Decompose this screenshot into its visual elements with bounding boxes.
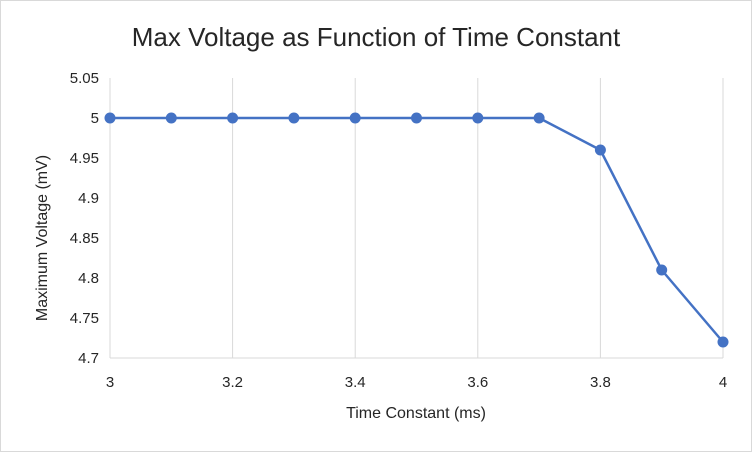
series-line: [110, 116, 724, 343]
x-tick-label: 3.4: [345, 374, 366, 391]
x-tick-label: 3.8: [590, 374, 611, 391]
y-tick-label: 4.95: [70, 150, 99, 167]
y-tick-label: 4.9: [78, 190, 99, 207]
x-tick-label: 3.2: [222, 374, 243, 391]
x-axis-label: Time Constant (ms): [346, 405, 486, 422]
data-point: [533, 112, 545, 124]
y-tick-label: 5.05: [70, 70, 99, 87]
data-point: [717, 336, 729, 348]
data-point: [472, 112, 484, 124]
y-tick-label: 4.85: [70, 230, 99, 247]
y-tick-labels: 5.05 5 4.95 4.9 4.85 4.8 4.75 4.7: [70, 70, 99, 367]
x-tick-label: 4: [719, 374, 727, 391]
data-point: [594, 144, 606, 156]
data-point: [656, 264, 668, 276]
chart-title: Max Voltage as Function of Time Constant: [132, 22, 621, 52]
y-tick-label: 4.7: [78, 350, 99, 367]
series-group: [104, 112, 729, 348]
data-point: [165, 112, 177, 124]
x-tick-label: 3: [106, 374, 114, 391]
x-tick-labels: 3 3.2 3.4 3.6 3.8 4: [106, 374, 727, 391]
data-point: [227, 112, 239, 124]
y-tick-label: 4.75: [70, 310, 99, 327]
data-point: [349, 112, 361, 124]
data-point: [104, 112, 116, 124]
gridlines: [109, 78, 724, 358]
x-tick-label: 3.6: [467, 374, 488, 391]
data-point: [411, 112, 422, 124]
data-point: [288, 112, 300, 124]
y-axis-label: Maximum Voltage (mV): [34, 155, 51, 321]
y-tick-label: 4.8: [78, 270, 99, 287]
y-tick-label: 5: [91, 110, 99, 127]
